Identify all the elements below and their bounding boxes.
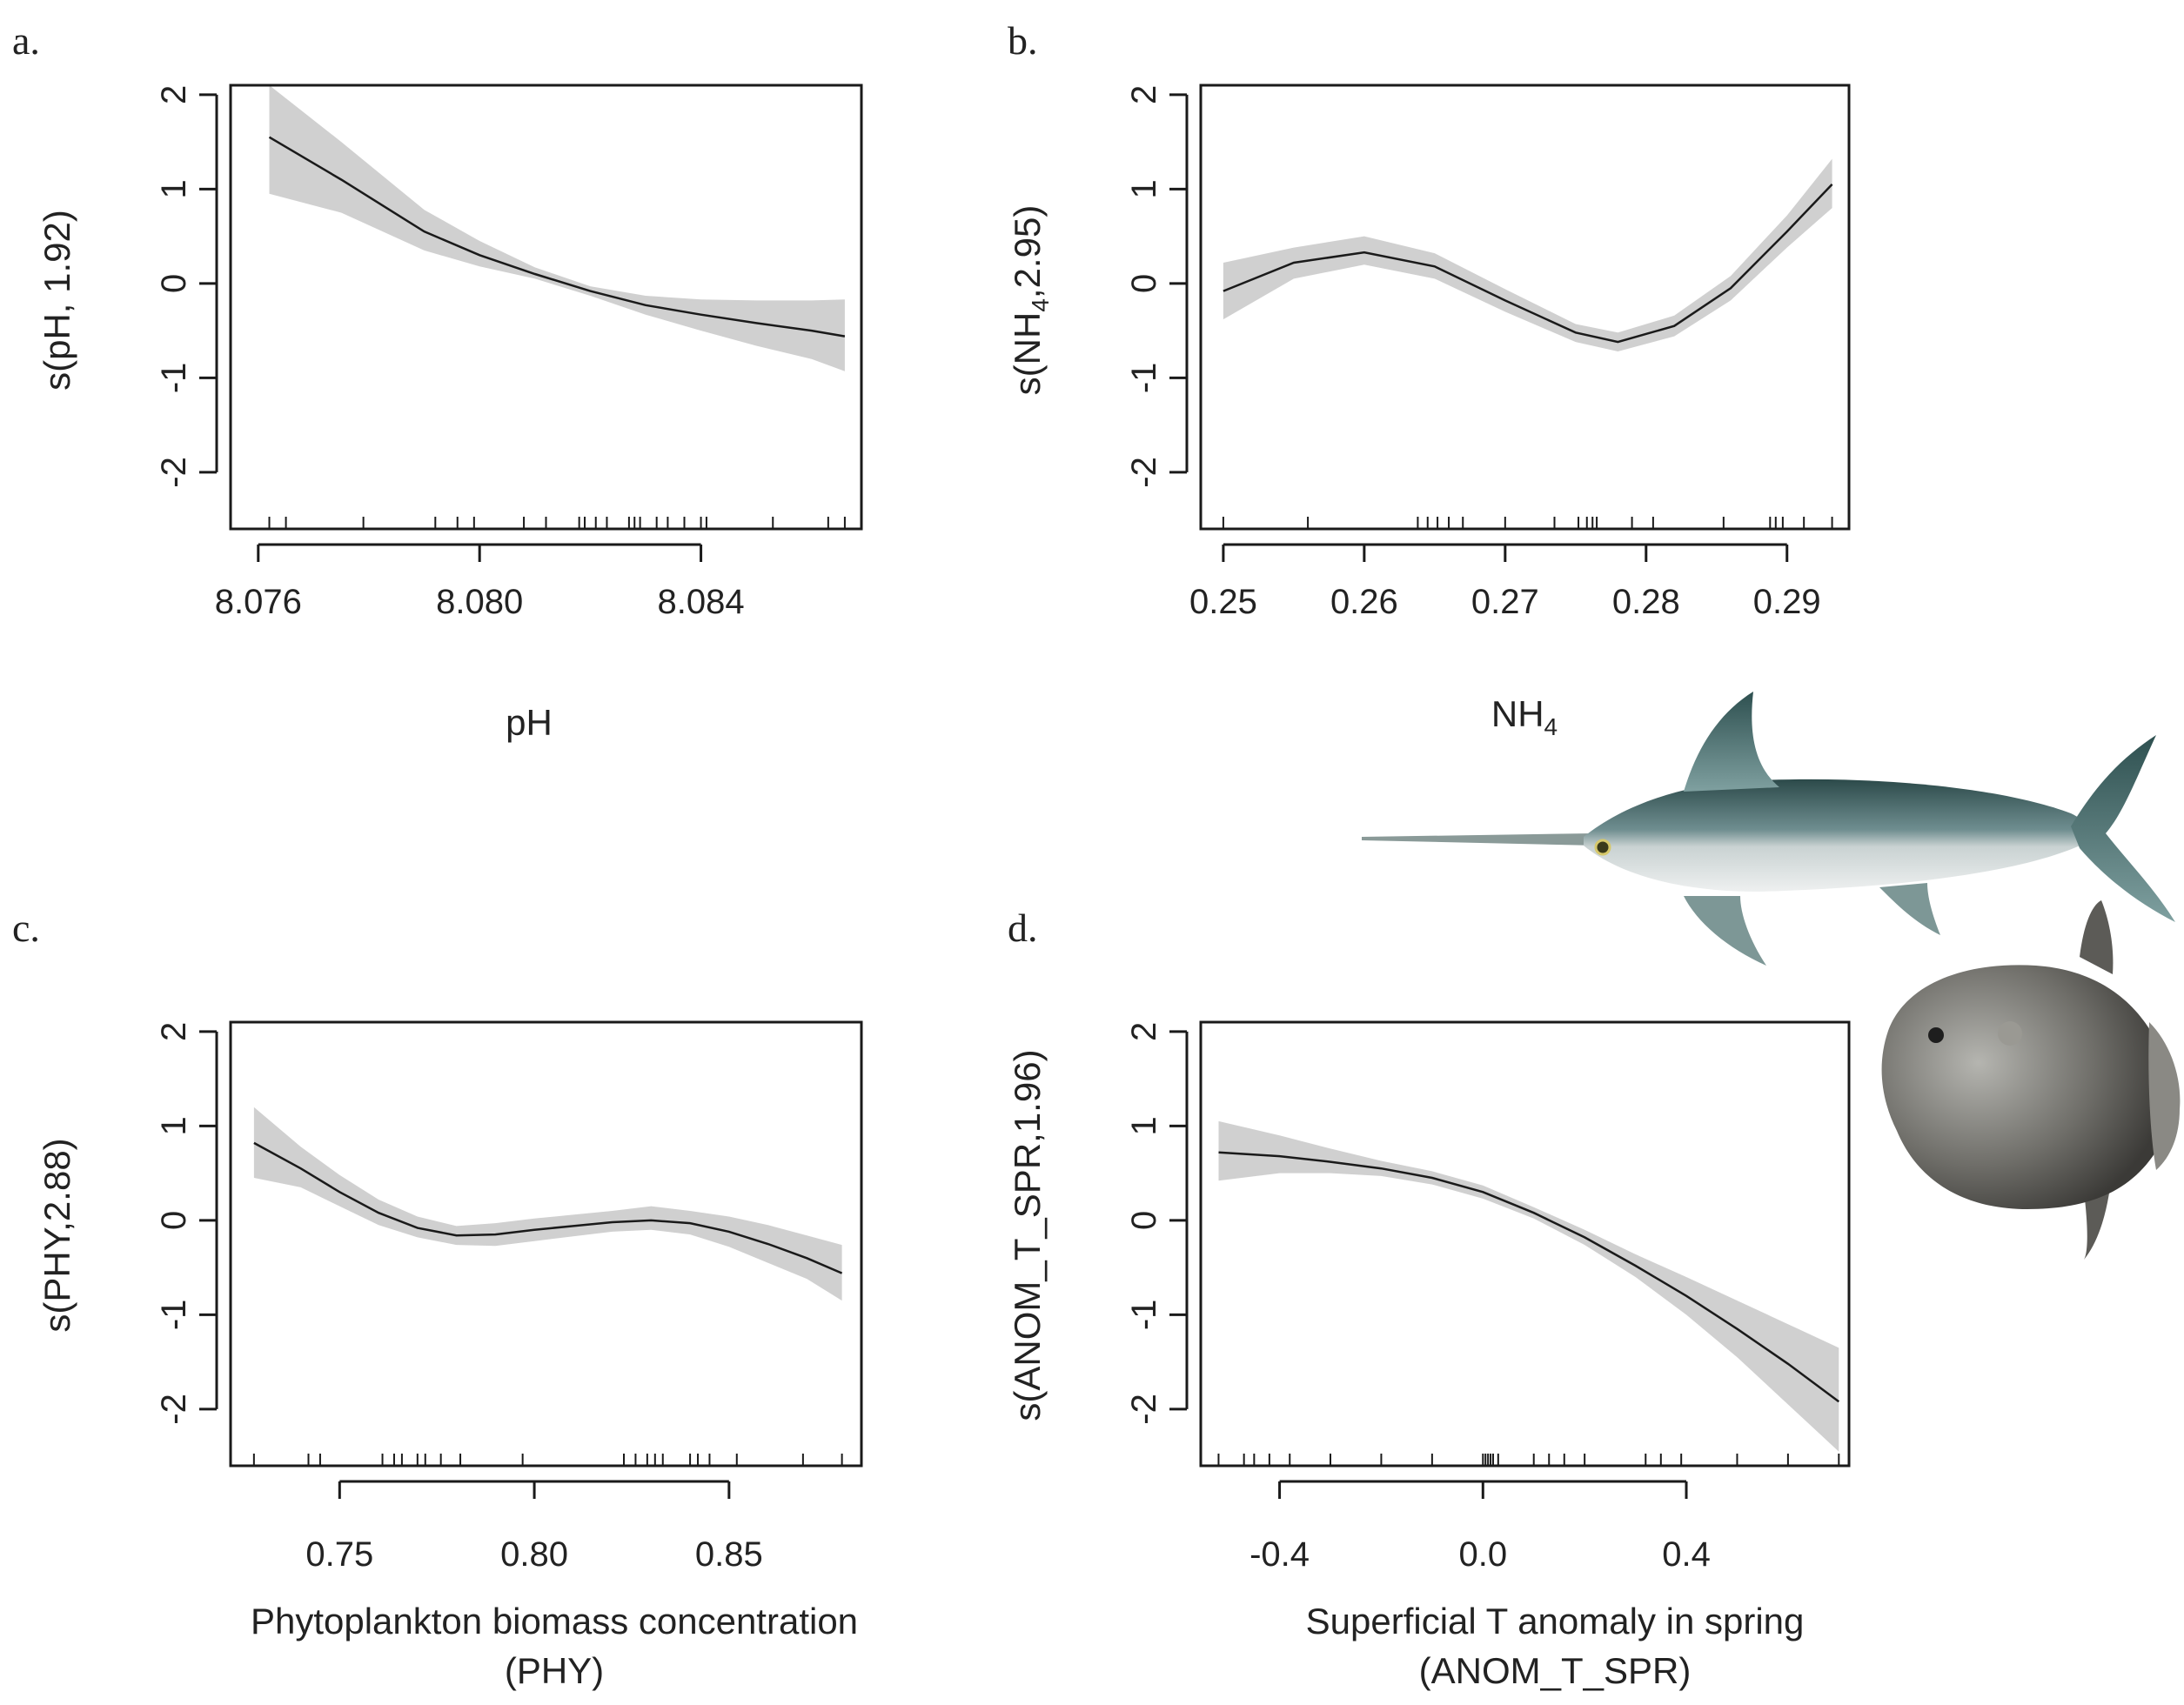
panel-b-x-tick-label: 0.26: [1330, 583, 1398, 621]
swordfish-anal-fin: [1879, 883, 1940, 935]
panel-b-y-axis-title: s(NH4,2.95): [1007, 205, 1054, 396]
panel-c-confidence-band: [253, 1107, 842, 1301]
panel-d-smooth-line: [1218, 1151, 1840, 1403]
panel-c-y-tick-label: -1: [155, 1300, 193, 1331]
panel-c-plot-frame: [229, 1020, 863, 1468]
panel-d-y-axis-title: s(ANOM_T_SPR,1.96): [1007, 1049, 1048, 1421]
panel-b-plot-frame: [1199, 84, 1851, 531]
sunfish-illustration: [1881, 900, 2181, 1260]
panel-b-x-axis-title-base: NH: [1491, 693, 1544, 734]
panel-d-ticks-group: -0.4 0.0 0.4 -2 -1 0 1 2: [1125, 1022, 1840, 1574]
panel-b-band-group: [1223, 158, 1832, 351]
panel-d-x-axis-title-line2: (ANOM_T_SPR): [1419, 1650, 1692, 1691]
panel-b-x-axis-title-sub: 4: [1544, 713, 1558, 740]
panel-d-confidence-band: [1218, 1120, 1839, 1452]
panel-b-y-tick-label: -1: [1125, 363, 1163, 394]
panel-a-ticks-group: 8.076 8.080 8.084 -2 -1 0 1 2: [155, 85, 846, 621]
panel-b-x-tick-label: 0.29: [1753, 583, 1821, 621]
panel-d-x-tick-label: 0.4: [1662, 1535, 1711, 1574]
panel-c-ticks-group: 0.75 0.80 0.85 -2 -1 0 1 2: [155, 1022, 843, 1574]
swordfish-eye: [1594, 839, 1611, 856]
panel-c: c. 0.75 0.80 0.85 -2 -1 0 1 2 Phytoplankton bio…: [12, 906, 863, 1691]
panel-a-confidence-band: [269, 85, 845, 371]
panel-d-y-tick-label: -2: [1125, 1394, 1163, 1425]
panel-c-y-tick-label: 1: [155, 1116, 193, 1135]
panel-a-y-tick-label: 2: [155, 85, 193, 104]
swordfish-dorsal-fin: [1684, 692, 1779, 792]
panel-b-ticks-group: 0.25 0.26 0.27 0.28 0.29 -2 -1 0 1 2: [1125, 85, 1833, 621]
panel-a-x-tick-label: 8.080: [436, 583, 523, 621]
panel-c-band-group: [253, 1107, 842, 1301]
panel-c-line-group: [253, 1141, 843, 1274]
panel-b-label: b.: [1008, 18, 1038, 63]
panel-b-y-tick-label: 0: [1125, 274, 1163, 293]
panel-a-y-tick-label: 1: [155, 179, 193, 198]
panel-c-x-axis-title-line2: (PHY): [505, 1650, 604, 1691]
panel-c-x-tick-label: 0.75: [305, 1535, 373, 1574]
panel-c-y-tick-label: -2: [155, 1394, 193, 1425]
panel-b-x-tick-label: 0.28: [1612, 583, 1680, 621]
panel-d-line-group: [1218, 1151, 1840, 1403]
panel-b-smooth-line: [1223, 184, 1833, 344]
panel-b-x-tick-label: 0.25: [1189, 583, 1257, 621]
sunfish-anal-fin: [2084, 1187, 2110, 1260]
panel-d: d. -0.4 0.0 0.4 -2 -1 0 1 2 Superficial T anoma…: [1007, 906, 1851, 1691]
panel-d-y-tick-label: 1: [1125, 1116, 1163, 1135]
panel-a-y-axis-title: s(pH, 1.92): [37, 210, 77, 391]
panel-b-confidence-band: [1223, 158, 1832, 351]
panel-a-line-group: [268, 136, 846, 338]
panel-c-label: c.: [12, 906, 40, 950]
sunfish-gill-spot: [1998, 1021, 2022, 1046]
panel-d-x-axis-title: Superficial T anomaly in spring: [1306, 1601, 1805, 1641]
swordfish-illustration: [1362, 692, 2175, 966]
swordfish-tail: [2071, 735, 2175, 922]
panel-c-smooth-line: [253, 1141, 843, 1274]
sunfish-clavus: [2148, 1022, 2181, 1170]
panel-b-y-tick-label: 2: [1125, 85, 1163, 104]
panel-a-band-group: [269, 85, 845, 371]
panel-c-x-tick-label: 0.80: [500, 1535, 568, 1574]
panel-c-y-tick-label: 2: [155, 1022, 193, 1041]
panel-b-line-group: [1223, 184, 1833, 344]
panel-a: a. 8.076 8.080 8.084 -2 -1 0 1 2 pH s(pH, 1.92): [12, 18, 863, 743]
panel-d-y-tick-label: 0: [1125, 1211, 1163, 1230]
swordfish-bill: [1362, 833, 1597, 846]
swordfish-pectoral-fin: [1684, 896, 1766, 966]
panel-d-plot-frame: [1199, 1020, 1851, 1468]
panel-d-band-group: [1218, 1120, 1839, 1452]
panel-c-x-axis-title: Phytoplankton biomass concentration: [251, 1601, 858, 1641]
panel-a-x-tick-label: 8.076: [215, 583, 302, 621]
panel-b-y-axis-title-suffix: ,2.95): [1007, 205, 1048, 298]
panel-d-x-tick-label: -0.4: [1249, 1535, 1310, 1574]
panel-b-y-axis-title-sub: 4: [1027, 298, 1054, 312]
panel-a-y-tick-label: -1: [155, 363, 193, 394]
panel-d-y-tick-label: -1: [1125, 1300, 1163, 1331]
panel-a-smooth-line: [268, 136, 846, 338]
panel-c-x-tick-label: 0.85: [695, 1535, 763, 1574]
panel-d-x-tick-label: 0.0: [1458, 1535, 1507, 1574]
panel-a-label: a.: [12, 18, 40, 63]
swordfish-body: [1584, 779, 2094, 892]
panel-a-y-tick-label: -2: [155, 457, 193, 488]
panel-b-y-tick-label: 1: [1125, 179, 1163, 198]
sunfish-body: [1881, 965, 2158, 1209]
panel-b-x-tick-label: 0.27: [1471, 583, 1539, 621]
panel-d-y-tick-label: 2: [1125, 1022, 1163, 1041]
panel-a-x-axis-title: pH: [506, 702, 553, 743]
panel-b-y-tick-label: -2: [1125, 457, 1163, 488]
panel-c-y-axis-title: s(PHY,2.88): [37, 1138, 77, 1332]
panel-b-x-axis-title: NH4: [1491, 693, 1558, 740]
panel-c-y-tick-label: 0: [155, 1211, 193, 1230]
panel-a-y-tick-label: 0: [155, 274, 193, 293]
sunfish-dorsal-fin: [2080, 900, 2114, 974]
panel-a-x-tick-label: 8.084: [658, 583, 745, 621]
panel-b-y-axis-title-prefix: s(NH: [1007, 312, 1048, 396]
panel-d-label: d.: [1008, 906, 1038, 950]
sunfish-eye: [1928, 1027, 1944, 1043]
